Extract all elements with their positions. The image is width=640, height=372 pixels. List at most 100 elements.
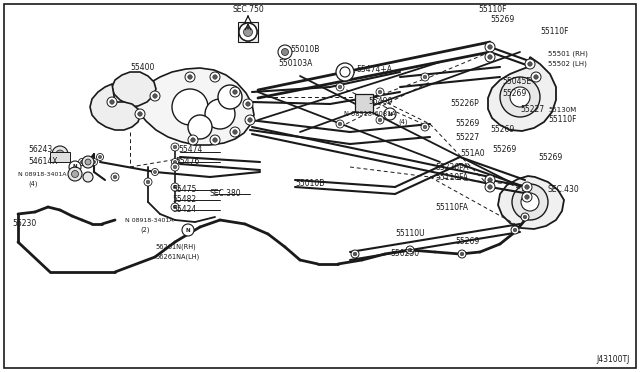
Circle shape bbox=[52, 146, 68, 162]
Circle shape bbox=[245, 115, 255, 125]
Circle shape bbox=[282, 48, 289, 55]
Circle shape bbox=[510, 87, 530, 107]
Circle shape bbox=[81, 160, 84, 164]
Circle shape bbox=[68, 167, 82, 181]
Circle shape bbox=[248, 118, 252, 122]
Circle shape bbox=[353, 252, 357, 256]
Text: 55110U: 55110U bbox=[395, 230, 424, 238]
Circle shape bbox=[72, 170, 79, 177]
Polygon shape bbox=[498, 176, 564, 229]
Circle shape bbox=[525, 185, 529, 189]
Text: 55010B: 55010B bbox=[295, 180, 324, 189]
Circle shape bbox=[500, 77, 540, 117]
Text: 55269: 55269 bbox=[455, 119, 479, 128]
Circle shape bbox=[135, 109, 145, 119]
Circle shape bbox=[212, 75, 217, 79]
Circle shape bbox=[97, 154, 104, 160]
Circle shape bbox=[485, 52, 495, 62]
Circle shape bbox=[172, 89, 208, 125]
Circle shape bbox=[173, 205, 177, 209]
Text: N: N bbox=[388, 112, 392, 116]
Text: (4): (4) bbox=[399, 119, 408, 125]
Circle shape bbox=[423, 125, 427, 129]
Text: 55227: 55227 bbox=[520, 106, 544, 115]
Text: 55269: 55269 bbox=[502, 90, 526, 99]
Circle shape bbox=[246, 102, 250, 106]
Circle shape bbox=[69, 161, 81, 173]
Circle shape bbox=[488, 45, 492, 49]
Circle shape bbox=[513, 228, 517, 232]
Text: 55110F: 55110F bbox=[540, 28, 568, 36]
Circle shape bbox=[173, 160, 177, 164]
Circle shape bbox=[338, 122, 342, 126]
Text: (4): (4) bbox=[28, 181, 38, 187]
Text: N 08918-3401A: N 08918-3401A bbox=[18, 171, 67, 176]
Circle shape bbox=[146, 180, 150, 184]
Circle shape bbox=[173, 185, 177, 189]
Circle shape bbox=[230, 127, 240, 137]
Text: 55476: 55476 bbox=[175, 157, 200, 167]
Text: 55269: 55269 bbox=[490, 125, 515, 135]
Circle shape bbox=[378, 118, 382, 122]
Text: 55474: 55474 bbox=[178, 145, 202, 154]
Circle shape bbox=[144, 178, 152, 186]
Circle shape bbox=[188, 75, 192, 79]
Circle shape bbox=[210, 72, 220, 82]
Circle shape bbox=[154, 170, 157, 174]
Circle shape bbox=[171, 183, 179, 191]
Circle shape bbox=[336, 83, 344, 91]
Text: 56261NA(LH): 56261NA(LH) bbox=[155, 254, 199, 260]
Circle shape bbox=[56, 150, 64, 158]
Text: 551A0: 551A0 bbox=[460, 150, 484, 158]
Circle shape bbox=[73, 170, 77, 174]
Text: 55482: 55482 bbox=[172, 196, 196, 205]
Circle shape bbox=[171, 143, 179, 151]
Circle shape bbox=[534, 75, 538, 79]
Circle shape bbox=[460, 252, 464, 256]
Circle shape bbox=[278, 45, 292, 59]
Circle shape bbox=[485, 175, 495, 185]
Circle shape bbox=[182, 224, 194, 236]
Circle shape bbox=[152, 169, 159, 176]
Circle shape bbox=[113, 175, 117, 179]
Text: 56230: 56230 bbox=[12, 219, 36, 228]
Circle shape bbox=[525, 195, 529, 199]
Circle shape bbox=[408, 248, 412, 252]
Polygon shape bbox=[488, 57, 556, 131]
Circle shape bbox=[239, 23, 257, 41]
Circle shape bbox=[71, 168, 79, 176]
Circle shape bbox=[525, 59, 535, 69]
Text: N 08918-3401A: N 08918-3401A bbox=[125, 218, 173, 222]
Circle shape bbox=[522, 182, 532, 192]
Text: 550250: 550250 bbox=[390, 250, 419, 259]
Circle shape bbox=[524, 215, 527, 219]
Text: J43100TJ: J43100TJ bbox=[596, 356, 630, 365]
Circle shape bbox=[230, 87, 240, 97]
Text: 55490: 55490 bbox=[368, 97, 392, 106]
Circle shape bbox=[239, 23, 257, 41]
Circle shape bbox=[338, 85, 342, 89]
Text: 55130M: 55130M bbox=[548, 107, 576, 113]
Polygon shape bbox=[90, 84, 140, 130]
Circle shape bbox=[90, 158, 97, 166]
Circle shape bbox=[421, 73, 429, 81]
Circle shape bbox=[531, 72, 541, 82]
Circle shape bbox=[109, 100, 115, 104]
Text: 56243: 56243 bbox=[28, 145, 52, 154]
Text: 55501 (RH): 55501 (RH) bbox=[548, 51, 588, 57]
Circle shape bbox=[521, 193, 539, 211]
Text: 550103A: 550103A bbox=[278, 60, 312, 68]
Circle shape bbox=[85, 159, 91, 165]
Text: 55269: 55269 bbox=[455, 237, 479, 247]
Circle shape bbox=[340, 67, 350, 77]
Circle shape bbox=[210, 135, 220, 145]
Circle shape bbox=[188, 115, 212, 139]
Circle shape bbox=[243, 28, 253, 36]
Circle shape bbox=[233, 90, 237, 94]
Circle shape bbox=[488, 178, 492, 182]
Circle shape bbox=[172, 158, 179, 166]
Circle shape bbox=[138, 112, 142, 116]
Circle shape bbox=[173, 165, 177, 169]
Text: 55226P: 55226P bbox=[450, 99, 479, 109]
Circle shape bbox=[458, 250, 466, 258]
